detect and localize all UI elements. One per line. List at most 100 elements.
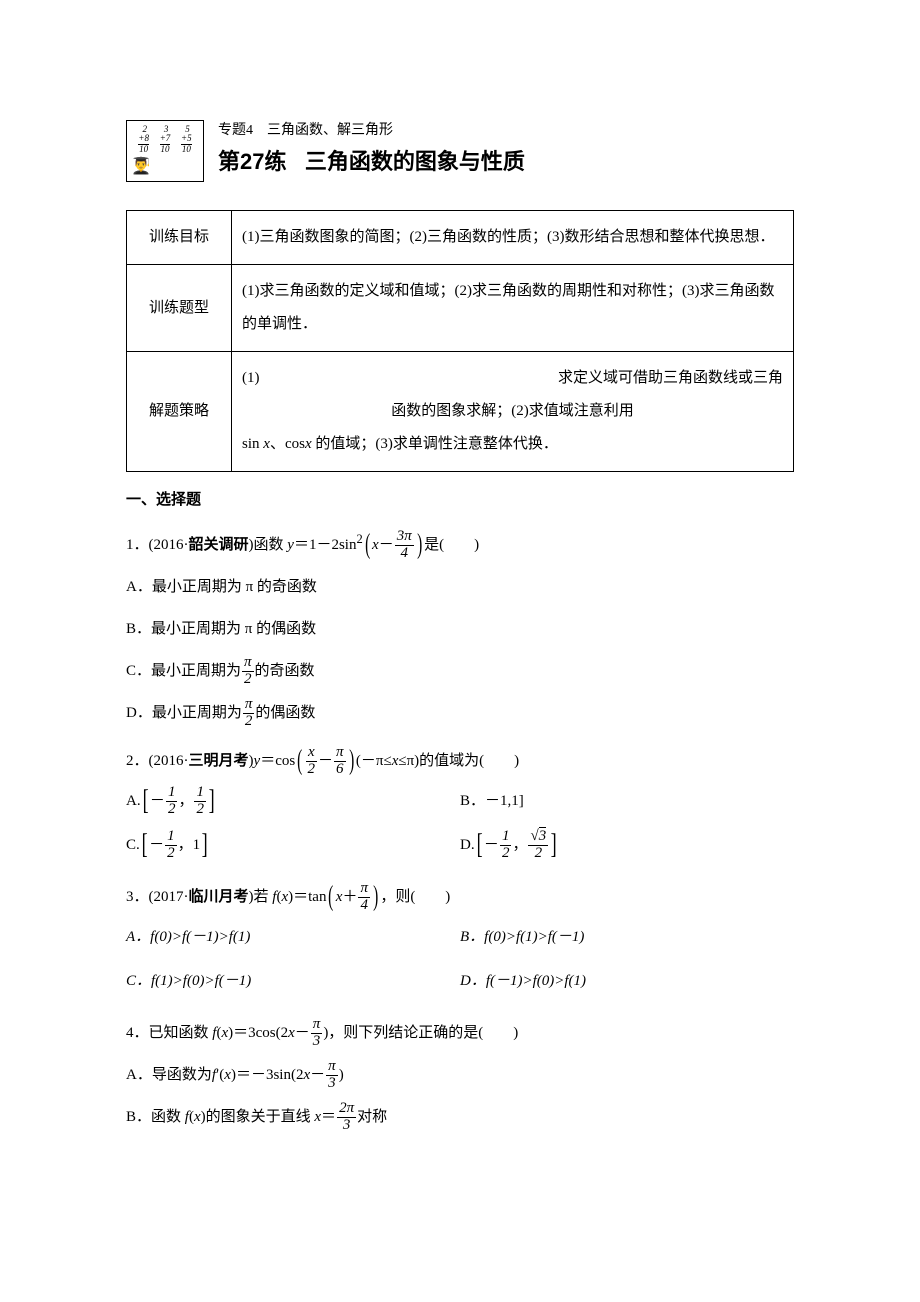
strategy-3c: 的值域；(3)求单调性注意整体代换． <box>312 436 558 452</box>
row-label: 训练目标 <box>127 211 232 265</box>
q1-y: y <box>287 537 294 553</box>
q4-x: x <box>221 1025 228 1041</box>
q3-opt-d: D．f(－1)>f(0)>f(1) <box>460 963 794 999</box>
q2c-r: 1 <box>193 837 201 853</box>
section-head: 一、选择题 <box>126 488 794 512</box>
q2c-f1d: 2 <box>165 845 177 862</box>
q2d-pre: D. <box>460 837 475 853</box>
q1-opt-a: A．最小正周期为 π 的奇函数 <box>126 569 794 605</box>
question-3: 3．(2017·临川月考)若 f(x)＝tan(x＋π4)，则( ) A．f(0… <box>126 879 794 1003</box>
q1-frac-n: 3π <box>395 529 414 545</box>
q2c-f1n: 1 <box>165 829 177 845</box>
title-line: 第27练 三角函数的图象与性质 <box>218 144 794 179</box>
q4a-fd: 3 <box>326 1075 338 1092</box>
q1-arg-x: x <box>372 537 379 553</box>
q1-num: 1． <box>126 537 149 553</box>
q2d-comma: ， <box>512 837 527 853</box>
q2-minus: － <box>318 753 333 769</box>
q2c-neg: － <box>149 837 164 853</box>
q4-minus: － <box>295 1025 310 1041</box>
q3-src-bold: 临川月考 <box>189 888 249 905</box>
info-table: 训练目标 (1)三角函数图象的简图；(2)三角函数的性质；(3)数形结合思想和整… <box>126 210 794 472</box>
subject-line: 专题4 三角函数、解三角形 <box>218 120 794 142</box>
q4b-eq: ＝ <box>321 1109 336 1125</box>
strategy-1b: 求定义域可借助三角函数线或三角 <box>558 362 783 395</box>
q1-sup: 2 <box>356 532 362 546</box>
q4a-eq: ＝－3sin(2 <box>236 1067 304 1083</box>
q1c-post: 的奇函数 <box>255 663 315 679</box>
header-icon: 2+810 3+710 5+510 👨‍🎓 <box>126 120 204 182</box>
q4-fd: 3 <box>311 1033 323 1050</box>
question-4: 4．已知函数 f(x)＝3cos(2x－π3)，则下列结论正确的是( ) A．导… <box>126 1015 794 1135</box>
q1d-n: π <box>243 697 255 713</box>
row-label: 解题策略 <box>127 352 232 472</box>
q1c-pre: C．最小正周期为 <box>126 663 241 679</box>
q2d-neg: － <box>484 837 499 853</box>
q2-f2d: 6 <box>334 761 346 778</box>
q3-opt-a: A．f(0)>f(－1)>f(1) <box>126 919 460 955</box>
q3-fd: 4 <box>358 897 370 914</box>
strategy-1a: (1) <box>242 362 260 395</box>
q1-src: (2016· <box>149 537 189 553</box>
q2a-f2d: 2 <box>194 801 206 818</box>
q2d-rad: 3 <box>539 827 547 844</box>
q4-eq: ＝3cos(2 <box>233 1025 288 1041</box>
table-row: 训练目标 (1)三角函数图象的简图；(2)三角函数的性质；(3)数形结合思想和整… <box>127 211 794 265</box>
q2-src: (2016· <box>149 753 189 769</box>
q2d-f1n: 1 <box>500 829 512 845</box>
q2-dom-pre: (－π≤ <box>356 753 392 769</box>
q4-opt-b: B．函数 f(x)的图象关于直线 x＝2π3对称 <box>126 1099 794 1135</box>
icon-p2: +7 <box>160 133 171 143</box>
question-1: 1．(2016·韶关调研)函数 y＝1－2sin2(x－3π4)是( ) A．最… <box>126 524 794 731</box>
header-texts: 专题4 三角函数、解三角形 第27练 三角函数的图象与性质 <box>218 120 794 180</box>
q4b-f: f <box>185 1109 189 1125</box>
q2-opt-d: D.[－12，√32] <box>460 827 794 863</box>
q3-eq: ＝tan <box>293 889 326 905</box>
title-main: 三角函数的图象与性质 <box>305 149 525 174</box>
q1-eq: ＝1－2sin <box>294 537 357 553</box>
q2-options: A.[－12，12] B．－1,1] C.[－12，1] D.[－12，√32] <box>126 779 794 867</box>
title-prefix: 第27练 <box>218 149 286 174</box>
table-row: 解题策略 (1) 求定义域可借助三角函数线或三角 函数的图象求解；(2)求值域注意… <box>127 352 794 472</box>
q4-options: A．导函数为f′(x)＝－3sin(2x－π3) B．函数 f(x)的图象关于直… <box>126 1057 794 1135</box>
q4-f: f <box>212 1025 216 1041</box>
q1d-pre: D．最小正周期为 <box>126 705 242 721</box>
q1-src-bold: 韶关调研 <box>189 536 249 553</box>
q3-x: x <box>281 889 288 905</box>
scholar-icon: 👨‍🎓 <box>131 154 151 180</box>
q4b-mid: 的图象关于直线 <box>206 1109 315 1125</box>
q3-num: 3． <box>126 889 149 905</box>
q2c-pre: C. <box>126 837 140 853</box>
row-content: (1) 求定义域可借助三角函数线或三角 函数的图象求解；(2)求值域注意利用 si… <box>232 352 794 472</box>
q3-fn: π <box>358 881 370 897</box>
q4b-pre: B．函数 <box>126 1109 185 1125</box>
icon-p1: +8 <box>138 133 149 143</box>
strategy-2: 函数的图象求解；(2)求值域注意利用 <box>242 395 783 428</box>
q3-tail: ，则( ) <box>380 889 450 905</box>
q4a-tail: ) <box>339 1067 344 1083</box>
q3-opt-c: C．f(1)>f(0)>f(－1) <box>126 963 460 999</box>
q2a-comma: ， <box>178 793 193 809</box>
q2a-neg: － <box>150 793 165 809</box>
q1-opt-b: B．最小正周期为 π 的偶函数 <box>126 611 794 647</box>
q2a-f1d: 2 <box>166 801 178 818</box>
strategy-3a: sin <box>242 436 263 452</box>
q3-opt-b: B．f(0)>f(1)>f(－1) <box>460 919 794 955</box>
q2-eq: ＝cos <box>260 753 295 769</box>
strategy-3b: 、cos <box>270 436 305 452</box>
q2-f1n: x <box>306 745 318 761</box>
q4-fn: π <box>311 1017 323 1033</box>
q3-src-tail: )若 <box>249 889 273 905</box>
q4a-prime: ′ <box>216 1067 219 1083</box>
q4b-fn: 2π <box>337 1101 356 1117</box>
q1d-d: 2 <box>243 713 255 730</box>
question-2: 2．(2016·三明月考)y＝cos(x2－π6)(－π≤x≤π)的值域为( )… <box>126 743 794 867</box>
q2a-pre: A. <box>126 793 141 809</box>
q1c-n: π <box>242 655 254 671</box>
q2-f1d: 2 <box>306 761 318 778</box>
q1-opt-d: D．最小正周期为π2的偶函数 <box>126 695 794 731</box>
icon-d1: 10 <box>138 145 149 154</box>
q3-src: (2017· <box>149 889 189 905</box>
q2-num: 2． <box>126 753 149 769</box>
q2d-f2n: √3 <box>528 829 548 845</box>
